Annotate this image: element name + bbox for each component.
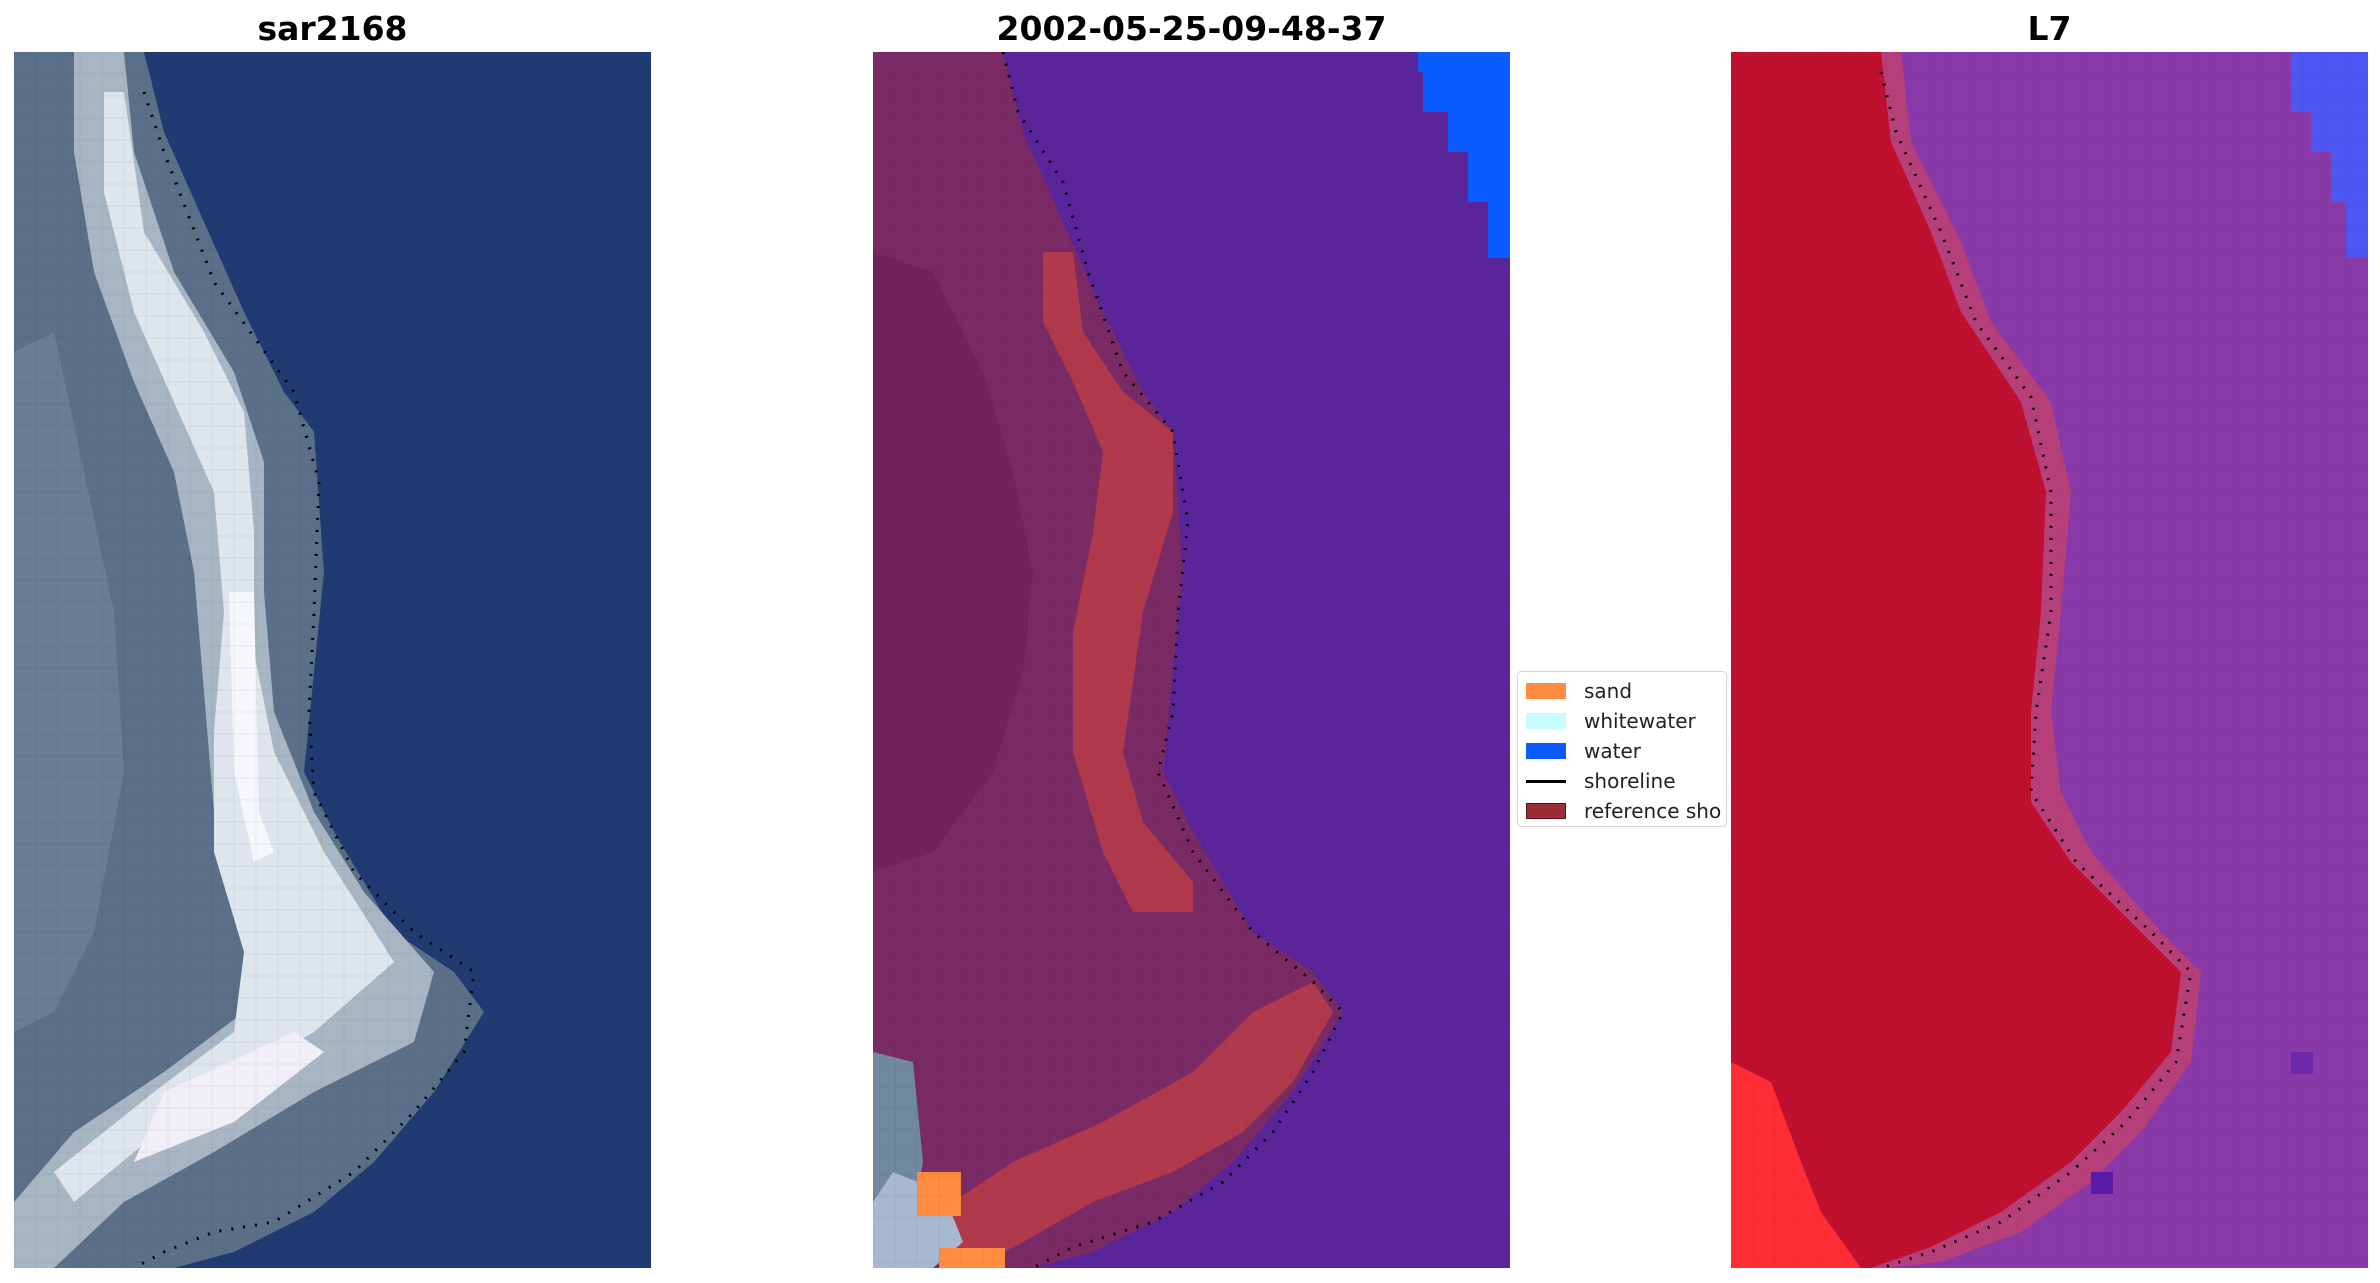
- false-color-image-canvas: [1731, 52, 2368, 1268]
- legend: sand whitewater water shoreline referenc…: [1517, 671, 1727, 827]
- legend-label-shoreline: shoreline: [1584, 769, 1676, 793]
- legend-label-reference-shoreline: reference sho: [1584, 799, 1722, 823]
- rgb-image-canvas: [14, 52, 651, 1268]
- legend-line-shoreline: [1526, 779, 1566, 783]
- legend-label-water: water: [1584, 739, 1641, 763]
- legend-item-whitewater: whitewater: [1526, 708, 1696, 734]
- legend-label-whitewater: whitewater: [1584, 709, 1696, 733]
- classified-image: [873, 52, 1510, 1268]
- false-color-image: [1731, 52, 2368, 1268]
- legend-item-shoreline: shoreline: [1526, 768, 1676, 794]
- classified-image-canvas: [873, 52, 1510, 1268]
- panel-title-rgb: sar2168: [257, 9, 408, 48]
- satellite-rgb-image: [14, 52, 651, 1268]
- legend-label-sand: sand: [1584, 679, 1633, 703]
- legend-swatch-water: [1526, 743, 1566, 759]
- legend-item-sand: sand: [1526, 678, 1632, 704]
- legend-swatch-reference-shoreline: [1526, 803, 1566, 819]
- panel-title-classified: 2002-05-25-09-48-37: [996, 9, 1387, 48]
- legend-swatch-sand: [1526, 683, 1566, 699]
- legend-item-reference-shoreline: reference sho: [1526, 798, 1721, 824]
- legend-swatch-whitewater: [1526, 713, 1566, 729]
- panel-title-falsecolor: L7: [2027, 9, 2072, 48]
- legend-item-water: water: [1526, 738, 1641, 764]
